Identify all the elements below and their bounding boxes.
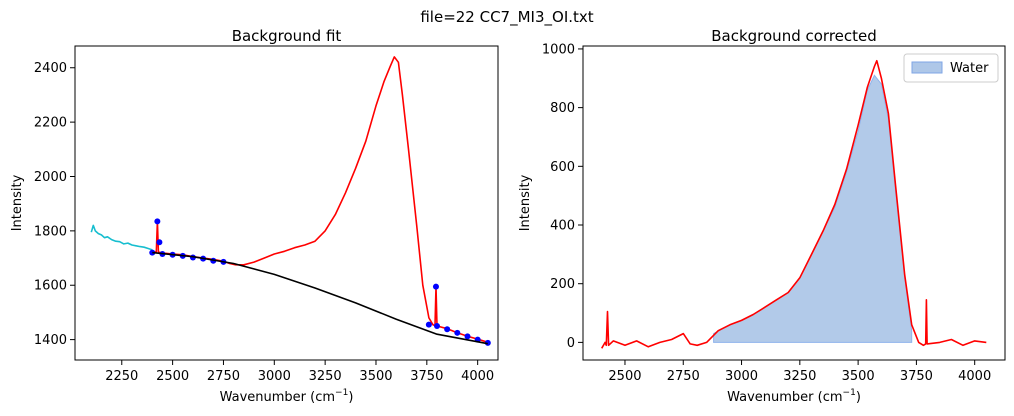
x-tick-label: 2750 (207, 369, 240, 384)
spectrum-line (152, 56, 489, 344)
y-axis-label: Intensity (10, 174, 25, 231)
spectrum-line (601, 59, 987, 349)
y-tick-label: 1800 (34, 224, 67, 239)
y-axis-label: Intensity (518, 174, 533, 231)
legend: Water (903, 53, 999, 83)
baseline-point (454, 329, 461, 336)
x-tick-label: 2750 (667, 369, 700, 384)
baseline-point (433, 323, 440, 330)
chart-title: Background corrected (711, 27, 877, 45)
x-tick-label: 2250 (105, 369, 138, 384)
x-tick-label: 3000 (725, 369, 758, 384)
plot-frame (74, 45, 499, 361)
x-tick-label: 3500 (359, 369, 392, 384)
baseline-point (154, 218, 161, 225)
x-axis-label: Wavenumber (cm−1) (220, 388, 354, 405)
baseline-point (149, 249, 156, 256)
y-tick-label: 800 (550, 101, 575, 116)
plot-area: 2500 2750 3000 3250 3500 3750 4000 0 200 400 600 80… (542, 42, 991, 384)
y-tick-label: 600 (550, 160, 575, 175)
plot-area: 2250 2500 2750 3000 3250 3500 3750 4000 1400 1600… (34, 56, 494, 384)
y-tick-label: 1400 (34, 333, 67, 348)
baseline-point (444, 326, 451, 333)
x-axis-label: Wavenumber (cm−1) (727, 388, 861, 405)
legend-swatch-water (911, 61, 943, 74)
y-tick-label: 2200 (34, 116, 67, 131)
x-tick-label: 4000 (958, 369, 991, 384)
figure-title: file=22 CC7_MI3_OI.txt (420, 8, 593, 27)
x-tick-label: 3000 (258, 369, 291, 384)
cyan-segment-line (90, 224, 153, 251)
y-tick-label: 200 (550, 277, 575, 292)
plot-frame (582, 45, 1006, 361)
background-corrected-chart: Background corrected 2500 2750 3000 3250 350… (518, 27, 1006, 405)
legend-label-water: Water (950, 61, 989, 76)
background-fit-line (152, 251, 488, 345)
y-tick-label: 2400 (34, 61, 67, 76)
legend-box (903, 53, 999, 83)
x-tick-label: 3750 (900, 369, 933, 384)
baseline-point (156, 239, 163, 246)
y-tick-label: 0 (567, 336, 575, 351)
baseline-point (425, 321, 432, 328)
baseline-point (464, 333, 471, 340)
y-tick-label: 1000 (542, 42, 575, 57)
baseline-point (484, 339, 491, 346)
x-tick-label: 3250 (309, 369, 342, 384)
water-area (713, 74, 913, 343)
x-tick-label: 2500 (156, 369, 189, 384)
y-tick-label: 400 (550, 219, 575, 234)
x-tick-label: 2500 (608, 369, 641, 384)
y-tick-label: 1600 (34, 279, 67, 294)
baseline-point (432, 283, 439, 290)
background-fit-chart: Background fit 2250 2500 2750 3000 3250 3500 3… (10, 27, 499, 405)
x-tick-label: 3500 (842, 369, 875, 384)
x-tick-label: 3750 (410, 369, 443, 384)
chart-title: Background fit (232, 27, 342, 45)
y-tick-label: 2000 (34, 170, 67, 185)
x-tick-label: 3250 (783, 369, 816, 384)
x-tick-label: 4000 (461, 369, 494, 384)
